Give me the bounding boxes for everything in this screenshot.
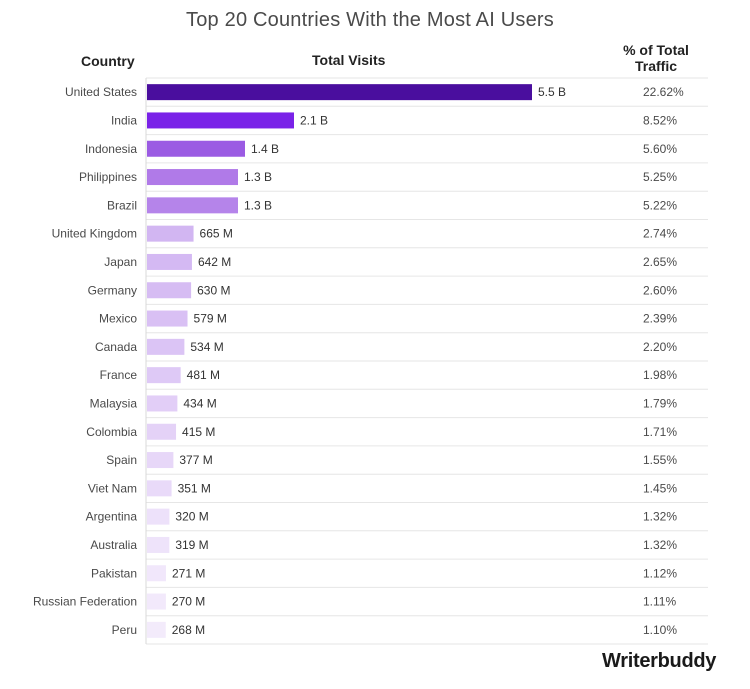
bar bbox=[147, 565, 166, 582]
value-label: 2.1 B bbox=[300, 113, 328, 127]
country-label: United Kingdom bbox=[52, 227, 137, 241]
value-label: 5.5 B bbox=[538, 85, 566, 99]
country-label: Brazil bbox=[107, 198, 137, 212]
bar bbox=[147, 225, 194, 242]
country-label: Peru bbox=[112, 623, 137, 637]
value-label: 377 M bbox=[179, 453, 212, 467]
country-column-header: Country bbox=[81, 53, 135, 69]
pct-label: 5.60% bbox=[643, 142, 677, 156]
value-label: 351 M bbox=[178, 481, 211, 495]
value-label: 481 M bbox=[187, 368, 220, 382]
pct-label: 1.11% bbox=[643, 595, 676, 609]
bar bbox=[147, 593, 166, 610]
country-label: United States bbox=[65, 85, 137, 99]
pct-label: 2.20% bbox=[643, 340, 677, 354]
pct-label: 2.39% bbox=[643, 312, 677, 326]
bar bbox=[147, 338, 185, 355]
pct-label: 1.71% bbox=[643, 425, 677, 439]
value-label: 268 M bbox=[172, 623, 205, 637]
bar bbox=[147, 169, 238, 186]
bar bbox=[147, 84, 532, 101]
value-label: 579 M bbox=[194, 312, 227, 326]
total-visits-column-header: Total Visits bbox=[312, 52, 386, 68]
value-label: 319 M bbox=[175, 538, 208, 552]
pct-label: 22.62% bbox=[643, 85, 684, 99]
value-label: 270 M bbox=[172, 595, 205, 609]
country-label: Russian Federation bbox=[33, 595, 137, 609]
value-label: 630 M bbox=[197, 283, 230, 297]
pct-label: 5.25% bbox=[643, 170, 677, 184]
pct-label: 1.45% bbox=[643, 481, 677, 495]
value-label: 534 M bbox=[190, 340, 223, 354]
pct-label: 2.74% bbox=[643, 227, 677, 241]
pct-label: 2.65% bbox=[643, 255, 677, 269]
country-label: Spain bbox=[106, 453, 137, 467]
writerbuddy-logo: Writerbuddy bbox=[602, 650, 717, 672]
pct-label: 1.32% bbox=[643, 538, 677, 552]
pct-label: 1.32% bbox=[643, 510, 677, 524]
value-label: 1.3 B bbox=[244, 170, 272, 184]
value-label: 434 M bbox=[183, 396, 216, 410]
country-label: Mexico bbox=[99, 312, 137, 326]
country-label: Viet Nam bbox=[88, 481, 137, 495]
country-label: Philippines bbox=[79, 170, 137, 184]
pct-label: 5.22% bbox=[643, 198, 677, 212]
country-label: Germany bbox=[88, 283, 137, 297]
country-label: Australia bbox=[90, 538, 137, 552]
pct-label: 1.55% bbox=[643, 453, 677, 467]
country-label: India bbox=[111, 113, 137, 127]
pct-traffic-column-header: % of Total Traffic bbox=[623, 42, 689, 74]
bar bbox=[147, 140, 245, 157]
bar bbox=[147, 112, 294, 129]
value-label: 1.3 B bbox=[244, 198, 272, 212]
bar bbox=[147, 367, 181, 384]
pct-label: 1.10% bbox=[643, 623, 677, 637]
country-label: Japan bbox=[104, 255, 137, 269]
bar bbox=[147, 423, 177, 440]
chart-title: Top 20 Countries With the Most AI Users bbox=[186, 9, 554, 31]
country-label: Colombia bbox=[86, 425, 137, 439]
value-label: 642 M bbox=[198, 255, 231, 269]
value-label: 665 M bbox=[200, 227, 233, 241]
bar bbox=[147, 395, 178, 412]
bar bbox=[147, 536, 170, 553]
pct-label: 8.52% bbox=[643, 113, 677, 127]
value-label: 320 M bbox=[175, 510, 208, 524]
pct-label: 2.60% bbox=[643, 283, 677, 297]
country-label: Canada bbox=[95, 340, 137, 354]
bar bbox=[147, 253, 192, 270]
bar bbox=[147, 508, 170, 525]
country-label: Malaysia bbox=[90, 396, 138, 410]
country-label: Indonesia bbox=[85, 142, 137, 156]
bar bbox=[147, 282, 192, 299]
bar bbox=[147, 621, 166, 638]
value-label: 271 M bbox=[172, 566, 205, 580]
bar bbox=[147, 480, 172, 497]
pct-label: 1.79% bbox=[643, 396, 677, 410]
country-label: Pakistan bbox=[91, 566, 137, 580]
bar bbox=[147, 310, 188, 327]
pct-label: 1.98% bbox=[643, 368, 677, 382]
pct-label: 1.12% bbox=[643, 566, 677, 580]
country-label: Argentina bbox=[86, 510, 138, 524]
country-label: France bbox=[100, 368, 138, 382]
bar bbox=[147, 197, 238, 214]
value-label: 1.4 B bbox=[251, 142, 279, 156]
value-label: 415 M bbox=[182, 425, 215, 439]
bar bbox=[147, 452, 174, 469]
